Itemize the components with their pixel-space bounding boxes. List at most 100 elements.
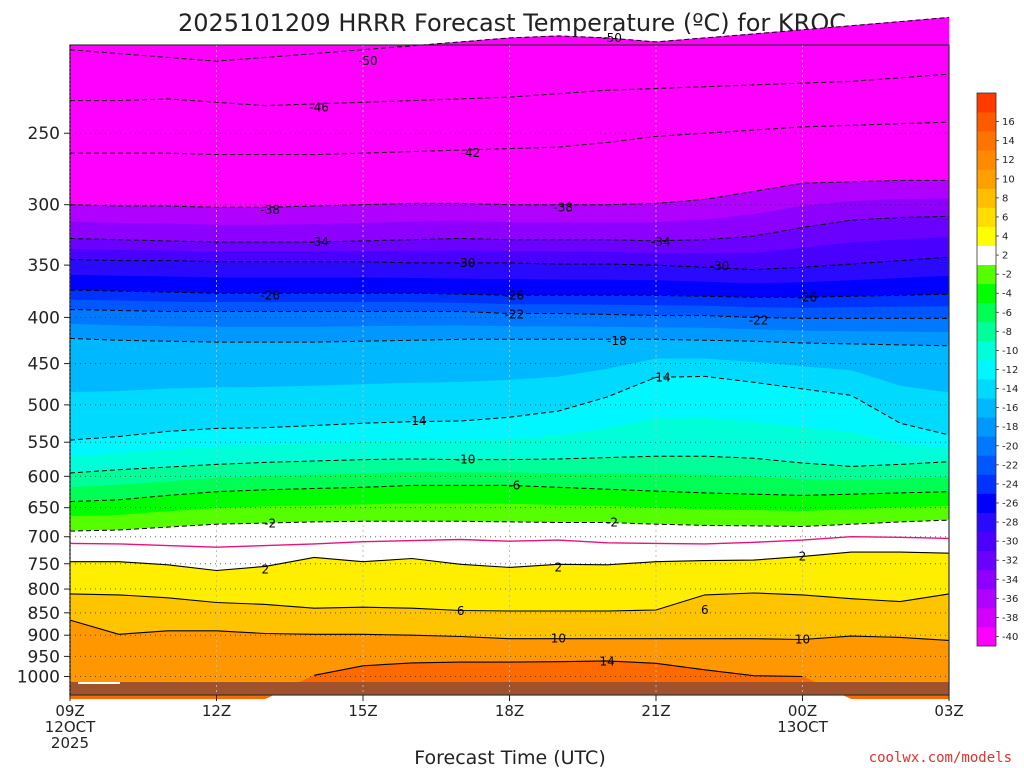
axes: 2503003504004505005506006507007508008509… [17, 44, 964, 752]
chart-title: 2025101209 HRRR Forecast Temperature (ºC… [178, 9, 846, 37]
contour-labels: -50-50-46-42-38 -38-34 -34-30 -30-26 -26 -26-… [260, 31, 817, 668]
colorbar-label: -40 [1002, 632, 1018, 643]
colorbar-label: -24 [1002, 479, 1018, 490]
contour-label: 10 [795, 633, 810, 647]
contour-label: -50 [602, 31, 622, 45]
contour-label: -30 [456, 256, 476, 270]
colorbar-bin [977, 588, 996, 609]
x-tick-label: 00Z [788, 702, 817, 720]
colorbar-bin [977, 474, 996, 494]
colorbar-bin [977, 512, 996, 532]
contour-label: -34 [309, 235, 329, 249]
x-tick-label: 13OCT [777, 718, 828, 736]
colorbar-bin [977, 340, 996, 361]
credit-link[interactable]: coolwx.com/models [869, 750, 1012, 766]
colorbar-bin [977, 264, 996, 285]
colorbar-label: -10 [1002, 346, 1018, 357]
colorbar-label: -2 [1002, 270, 1012, 281]
isotherm-line [69, 484, 950, 503]
colorbar-bin [977, 131, 996, 151]
y-tick-label: 350 [28, 256, 60, 276]
colorbar-label: -34 [1002, 575, 1018, 586]
y-tick-label: 500 [28, 396, 60, 416]
colorbar-label: 2 [1002, 251, 1008, 262]
isotherm-line [69, 309, 949, 319]
x-tick-label: 03Z [934, 702, 963, 720]
contour-label: -26 [798, 290, 818, 304]
isotherm-line [69, 519, 950, 532]
y-tick-label: 600 [28, 467, 60, 487]
contour-label: -26 [260, 288, 280, 302]
colorbar-label: -22 [1002, 460, 1018, 471]
contour-label: 2 [262, 562, 270, 576]
colorbar-label: -36 [1002, 594, 1018, 605]
colorbar-label: 8 [1002, 193, 1008, 204]
colorbar-bin [977, 302, 996, 323]
contour-label: -34 [651, 235, 671, 249]
y-tick-label: 450 [28, 355, 60, 375]
isotherm-line [70, 73, 950, 107]
contour-label: -22 [749, 313, 769, 327]
contour-label: -30 [710, 259, 730, 273]
contour-label: -38 [553, 200, 573, 214]
isotherm-line [69, 215, 950, 243]
colorbar-label: -4 [1002, 289, 1012, 300]
contour-label: 2 [555, 560, 563, 574]
isotherm-line [69, 289, 950, 298]
y-tick-label: 850 [28, 604, 60, 624]
x-tick-label: 15Z [348, 702, 377, 720]
colorbar-bin [977, 436, 996, 456]
colorbar-label: 4 [1002, 232, 1008, 243]
isotherm-line [70, 121, 950, 156]
colorbar-bin [977, 112, 996, 132]
colorbar-bin [977, 226, 996, 246]
colorbar-bin [977, 607, 996, 628]
colorbar-label: 12 [1002, 155, 1015, 166]
isotherm-line [69, 619, 950, 641]
y-tick-label: 400 [28, 308, 60, 328]
colorbar-label: -14 [1002, 384, 1018, 395]
colorbar-label: -38 [1002, 613, 1018, 624]
isotherm-line [70, 551, 950, 572]
contour-label: -2 [264, 517, 276, 531]
isotherm-line [69, 256, 950, 271]
colorbar-bin [977, 283, 996, 304]
contour-label: 14 [600, 654, 615, 668]
colorbar-label: -28 [1002, 518, 1018, 529]
contour-label: -6 [508, 478, 520, 492]
x-tick-label: 18Z [495, 702, 524, 720]
colorbar-frame [976, 92, 997, 647]
y-tick-label: 550 [28, 433, 60, 453]
colorbar-label: -30 [1002, 537, 1018, 548]
isotherm-line [69, 592, 950, 612]
colorbar-bin [977, 169, 996, 189]
colorbar-bin [977, 207, 996, 227]
x-tick-label: 12OCT [45, 718, 96, 736]
colorbar-label: -18 [1002, 422, 1018, 433]
colorbar-label: -12 [1002, 365, 1018, 376]
y-tick-label: 950 [28, 647, 60, 667]
colorbar-bin [977, 493, 996, 513]
colorbar-label: -8 [1002, 327, 1012, 338]
colorbar-bin [977, 398, 996, 418]
isotherm-line [69, 375, 950, 441]
contour-label: -2 [606, 515, 618, 529]
isotherm-line [69, 179, 949, 208]
colorbar-label: -16 [1002, 403, 1018, 414]
ground-surface [70, 682, 949, 695]
contour-label: -14 [651, 370, 671, 384]
colorbar: -40-38-36-34-32-30-28-26-24-22-20-18-16-… [976, 92, 1018, 647]
contour-label: -18 [607, 334, 627, 348]
y-tick-label: 900 [28, 626, 60, 646]
y-tick-label: 1000 [17, 668, 60, 688]
colorbar-label: 6 [1002, 212, 1008, 223]
contour-label: -10 [456, 453, 476, 467]
colorbar-label: -20 [1002, 441, 1018, 452]
colorbar-bin [977, 626, 996, 647]
colorbar-label: 10 [1002, 174, 1015, 185]
colorbar-bin [977, 531, 996, 552]
y-tick-label: 650 [28, 499, 60, 519]
x-tick-label: 2025 [51, 734, 89, 752]
y-tick-label: 250 [28, 124, 60, 144]
